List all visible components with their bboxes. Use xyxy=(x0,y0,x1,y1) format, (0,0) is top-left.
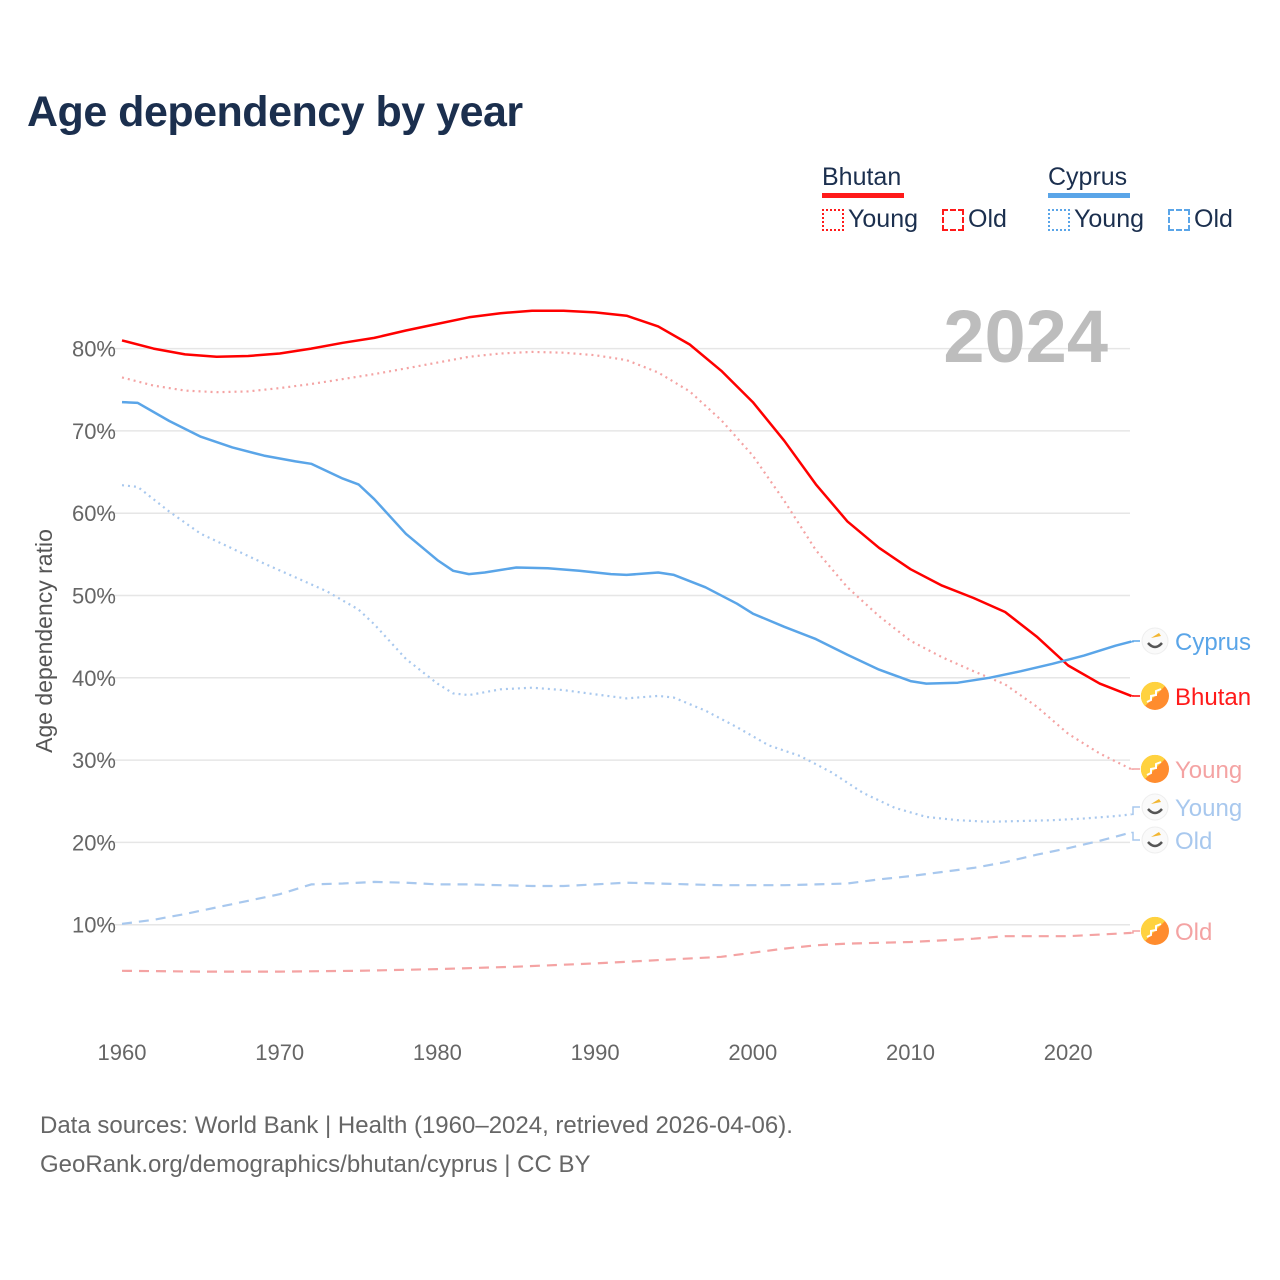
legend-bhutan-old: Old xyxy=(942,205,1007,234)
x-tick-label: 2020 xyxy=(1044,1040,1093,1065)
x-tick-label: 1990 xyxy=(571,1040,620,1065)
legend-cyprus: Cyprus Young Old xyxy=(1048,163,1233,233)
y-tick-label: 20% xyxy=(72,830,116,855)
legend-item-label: Old xyxy=(1194,205,1233,233)
cyprus-flag-icon xyxy=(1141,793,1169,821)
series-line-bhutan xyxy=(121,309,1132,698)
y-tick-label: 60% xyxy=(72,501,116,526)
end-label-cyprus-young: Young xyxy=(1175,795,1242,822)
y-tick-label: 10% xyxy=(72,913,116,938)
legend-cyprus-swatch xyxy=(1048,193,1130,198)
legend-item-label: Old xyxy=(968,205,1007,233)
end-label-bhutan-young: Young xyxy=(1175,757,1242,784)
bhutan-flag-icon xyxy=(1140,916,1169,945)
legend-cyprus-young: Young xyxy=(1048,205,1144,234)
bhutan-flag-icon xyxy=(1140,754,1169,783)
cyprus-flag-icon xyxy=(1141,627,1169,655)
end-label-cyprus-old: Old xyxy=(1175,828,1212,855)
footer: Data sources: World Bank | Health (1960–… xyxy=(40,1106,793,1184)
end-labels: Bhutan Young Old Cyprus Young Old xyxy=(1131,627,1251,946)
legend-country-label: Bhutan xyxy=(822,163,902,191)
legend-cyprus-old: Old xyxy=(1168,205,1233,234)
series-line-cyprus-young xyxy=(121,484,1132,823)
label-connector xyxy=(1131,831,1140,841)
y-tick-label: 80% xyxy=(72,337,116,362)
y-tick-label: 70% xyxy=(72,419,116,444)
dotted-swatch-icon xyxy=(822,208,844,231)
series-line-bhutan-young xyxy=(121,350,1132,771)
legend-bhutan-young: Young xyxy=(822,205,918,234)
legend-item-label: Young xyxy=(848,205,918,233)
legend-country-label: Cyprus xyxy=(1048,163,1128,191)
y-tick-label: 40% xyxy=(72,666,116,691)
label-connector xyxy=(1131,640,1140,643)
dashed-swatch-icon xyxy=(1168,208,1190,231)
x-tick-label: 2010 xyxy=(886,1040,935,1065)
series-line-bhutan-old xyxy=(121,931,1132,973)
x-tick-label: 1970 xyxy=(255,1040,304,1065)
legend-bhutan: Bhutan Young Old xyxy=(822,163,1007,233)
y-axis-label: Age dependency ratio xyxy=(31,529,57,753)
end-label-cyprus: Cyprus xyxy=(1175,629,1251,656)
series-lines xyxy=(121,309,1132,973)
grid: 10% 20% 30% 40% 50% 60% 70% 80% 1960 1970 1980 1990… xyxy=(72,337,1130,1065)
end-label-bhutan: Bhutan xyxy=(1175,684,1251,711)
x-tick-label: 1980 xyxy=(413,1040,462,1065)
end-label-bhutan-old: Old xyxy=(1175,919,1212,946)
dashed-swatch-icon xyxy=(942,208,964,231)
bhutan-flag-icon xyxy=(1140,681,1169,710)
source-note: Data sources: World Bank | Health (1960–… xyxy=(40,1112,793,1139)
series-line-cyprus-old xyxy=(121,831,1132,925)
y-tick-label: 50% xyxy=(72,584,116,609)
legend-item-label: Young xyxy=(1074,205,1144,233)
label-connector xyxy=(1131,806,1140,816)
dotted-swatch-icon xyxy=(1048,208,1070,231)
label-connector xyxy=(1131,930,1140,934)
page-title: Age dependency by year xyxy=(27,88,523,136)
cyprus-flag-icon xyxy=(1141,826,1169,854)
series-line-cyprus xyxy=(121,400,1132,685)
x-tick-label: 1960 xyxy=(98,1040,147,1065)
legend-bhutan-swatch xyxy=(822,193,904,198)
year-badge: 2024 xyxy=(943,295,1108,378)
x-tick-label: 2000 xyxy=(728,1040,777,1065)
attribution-link[interactable]: GeoRank.org/demographics/bhutan/cyprus |… xyxy=(40,1151,591,1178)
y-tick-label: 30% xyxy=(72,748,116,773)
